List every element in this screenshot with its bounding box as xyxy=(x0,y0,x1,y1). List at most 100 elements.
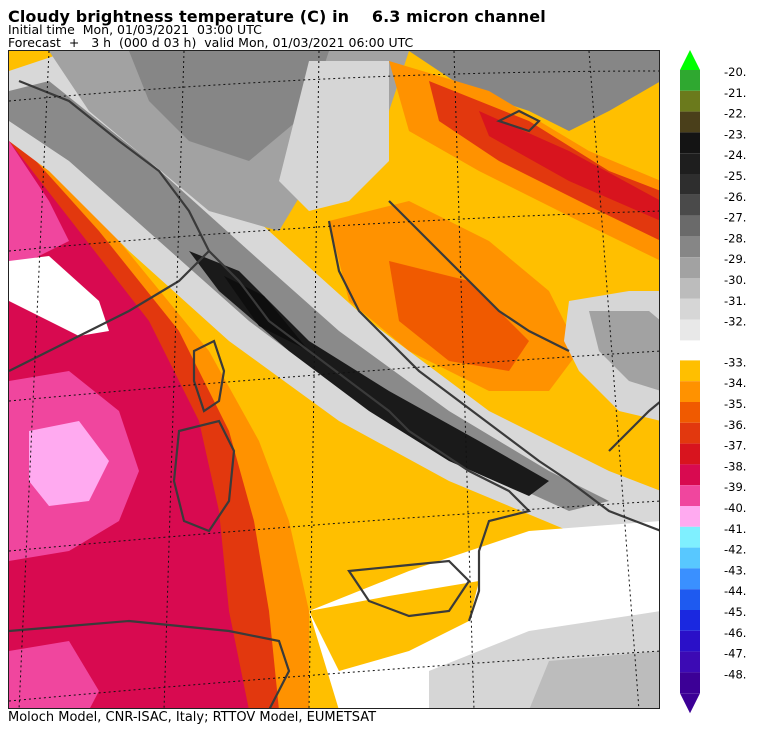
legend-swatch xyxy=(680,194,700,216)
legend-swatch xyxy=(680,132,700,154)
legend-swatch xyxy=(680,568,700,590)
legend-label: -27. xyxy=(724,211,746,225)
field-darkred-ne xyxy=(479,111,659,221)
legend-label: -32. xyxy=(724,315,746,329)
legend-label: -28. xyxy=(724,231,746,245)
legend-label: -40. xyxy=(724,501,746,515)
coastlines xyxy=(9,79,659,708)
legend-swatch xyxy=(680,443,700,465)
legend-swatch xyxy=(680,278,700,299)
legend-swatch xyxy=(680,506,700,527)
legend-label: -23. xyxy=(724,127,746,141)
legend-label: -21. xyxy=(724,86,746,100)
coastline-africa xyxy=(9,619,291,708)
legend-label: -26. xyxy=(724,190,746,204)
coastline-italy-east xyxy=(327,220,659,532)
graticule-lat-1 xyxy=(9,70,659,102)
forecast-label: Forecast + 3 h (000 d 03 h) valid Mon, 0… xyxy=(8,35,414,50)
legend-swatch xyxy=(680,610,700,631)
legend-swatch xyxy=(680,90,700,112)
field-white-west xyxy=(9,256,109,336)
legend-label: -34. xyxy=(724,376,746,390)
weather-map xyxy=(8,50,660,709)
legend-swatch xyxy=(680,422,700,444)
legend-swatch xyxy=(680,174,700,195)
initial-time-label: Initial time Mon, 01/03/2021 03:00 UTC xyxy=(8,22,262,37)
legend-label: -30. xyxy=(724,273,746,287)
legend-swatch xyxy=(680,630,700,652)
legend-swatch xyxy=(680,672,700,694)
field-yellow-south xyxy=(309,581,479,671)
legend-label: -45. xyxy=(724,605,746,619)
field-pink-sw xyxy=(9,641,99,708)
legend-label: -24. xyxy=(724,148,746,162)
coastline-france xyxy=(9,79,211,372)
legend-label: -42. xyxy=(724,543,746,557)
coastline-croatia xyxy=(388,200,570,352)
legend-swatch xyxy=(680,153,700,174)
legend-swatch xyxy=(680,111,700,133)
legend-label: -31. xyxy=(724,294,746,308)
legend-bottom-arrow xyxy=(680,693,700,714)
legend-label: -33. xyxy=(724,355,746,369)
coastline-italy-west xyxy=(208,250,532,622)
legend-swatch xyxy=(680,547,700,569)
field-gray-band-mid xyxy=(9,81,609,511)
field-pink-nw xyxy=(9,141,69,271)
field-darkorange-adriatic xyxy=(389,261,529,371)
graticule-lat-5 xyxy=(9,650,659,702)
graticule-lat-4 xyxy=(9,500,659,552)
legend-label: -29. xyxy=(724,252,746,266)
credit-line: Moloch Model, CNR-ISAC, Italy; RTTOV Mod… xyxy=(8,710,377,725)
legend-label: -36. xyxy=(724,418,746,432)
field-gray-south xyxy=(529,651,659,708)
field-darkgray-north xyxy=(129,51,329,161)
legend-swatch xyxy=(680,70,700,91)
legend-swatch xyxy=(680,485,700,506)
map-canvas xyxy=(9,51,659,708)
legend-label: -41. xyxy=(724,522,746,536)
legend-swatch xyxy=(680,464,700,486)
graticule-lat-2 xyxy=(9,210,659,252)
legend-label: -43. xyxy=(724,563,746,577)
coastline-sardinia xyxy=(172,419,236,533)
legend-label: -25. xyxy=(724,169,746,183)
legend-label: -38. xyxy=(724,459,746,473)
legend-swatch xyxy=(680,298,700,320)
coastline-corsica xyxy=(192,339,226,413)
field-black-core xyxy=(189,251,549,496)
coastline-sicily xyxy=(347,559,471,618)
field-black-core-2 xyxy=(224,276,309,351)
legend-swatch xyxy=(680,236,700,258)
legend-top-arrow xyxy=(680,50,700,70)
field-lightpink-west xyxy=(29,421,109,506)
legend-label: -48. xyxy=(724,667,746,681)
graticule-lat-3 xyxy=(9,350,659,402)
legend-swatch xyxy=(680,402,700,423)
legend-label: -37. xyxy=(724,439,746,453)
map-title: Cloudy brightness temperature (C) in 6.3… xyxy=(8,7,546,26)
legend-swatch xyxy=(680,257,700,278)
color-legend: -20. -21. -22. -23. -24. -25. -26. -27. -28. -29.… xyxy=(678,48,758,716)
coastline-lake xyxy=(496,109,541,133)
legend-swatch xyxy=(680,651,700,673)
legend-label: -47. xyxy=(724,647,746,661)
legend-label: -39. xyxy=(724,480,746,494)
field-gray-east xyxy=(589,311,659,391)
legend-swatch xyxy=(680,381,700,402)
legend-label: -35. xyxy=(724,397,746,411)
legend-colorbar: -20. -21. -22. -23. -24. -25. -26. -27. -28. -29.… xyxy=(680,50,746,714)
legend-label: -20. xyxy=(724,65,746,79)
legend-swatch xyxy=(680,589,700,610)
legend-swatch xyxy=(680,319,700,341)
legend-label: -46. xyxy=(724,626,746,640)
graticule xyxy=(9,51,659,708)
legend-swatch xyxy=(680,360,700,382)
legend-swatch xyxy=(680,215,700,237)
field-gray-ne xyxy=(409,51,659,131)
legend-label: -22. xyxy=(724,107,746,121)
legend-swatch xyxy=(680,526,700,548)
legend-label: -44. xyxy=(724,584,746,598)
graticule-lon-5 xyxy=(588,51,640,708)
field-lightgray-north xyxy=(279,61,389,211)
